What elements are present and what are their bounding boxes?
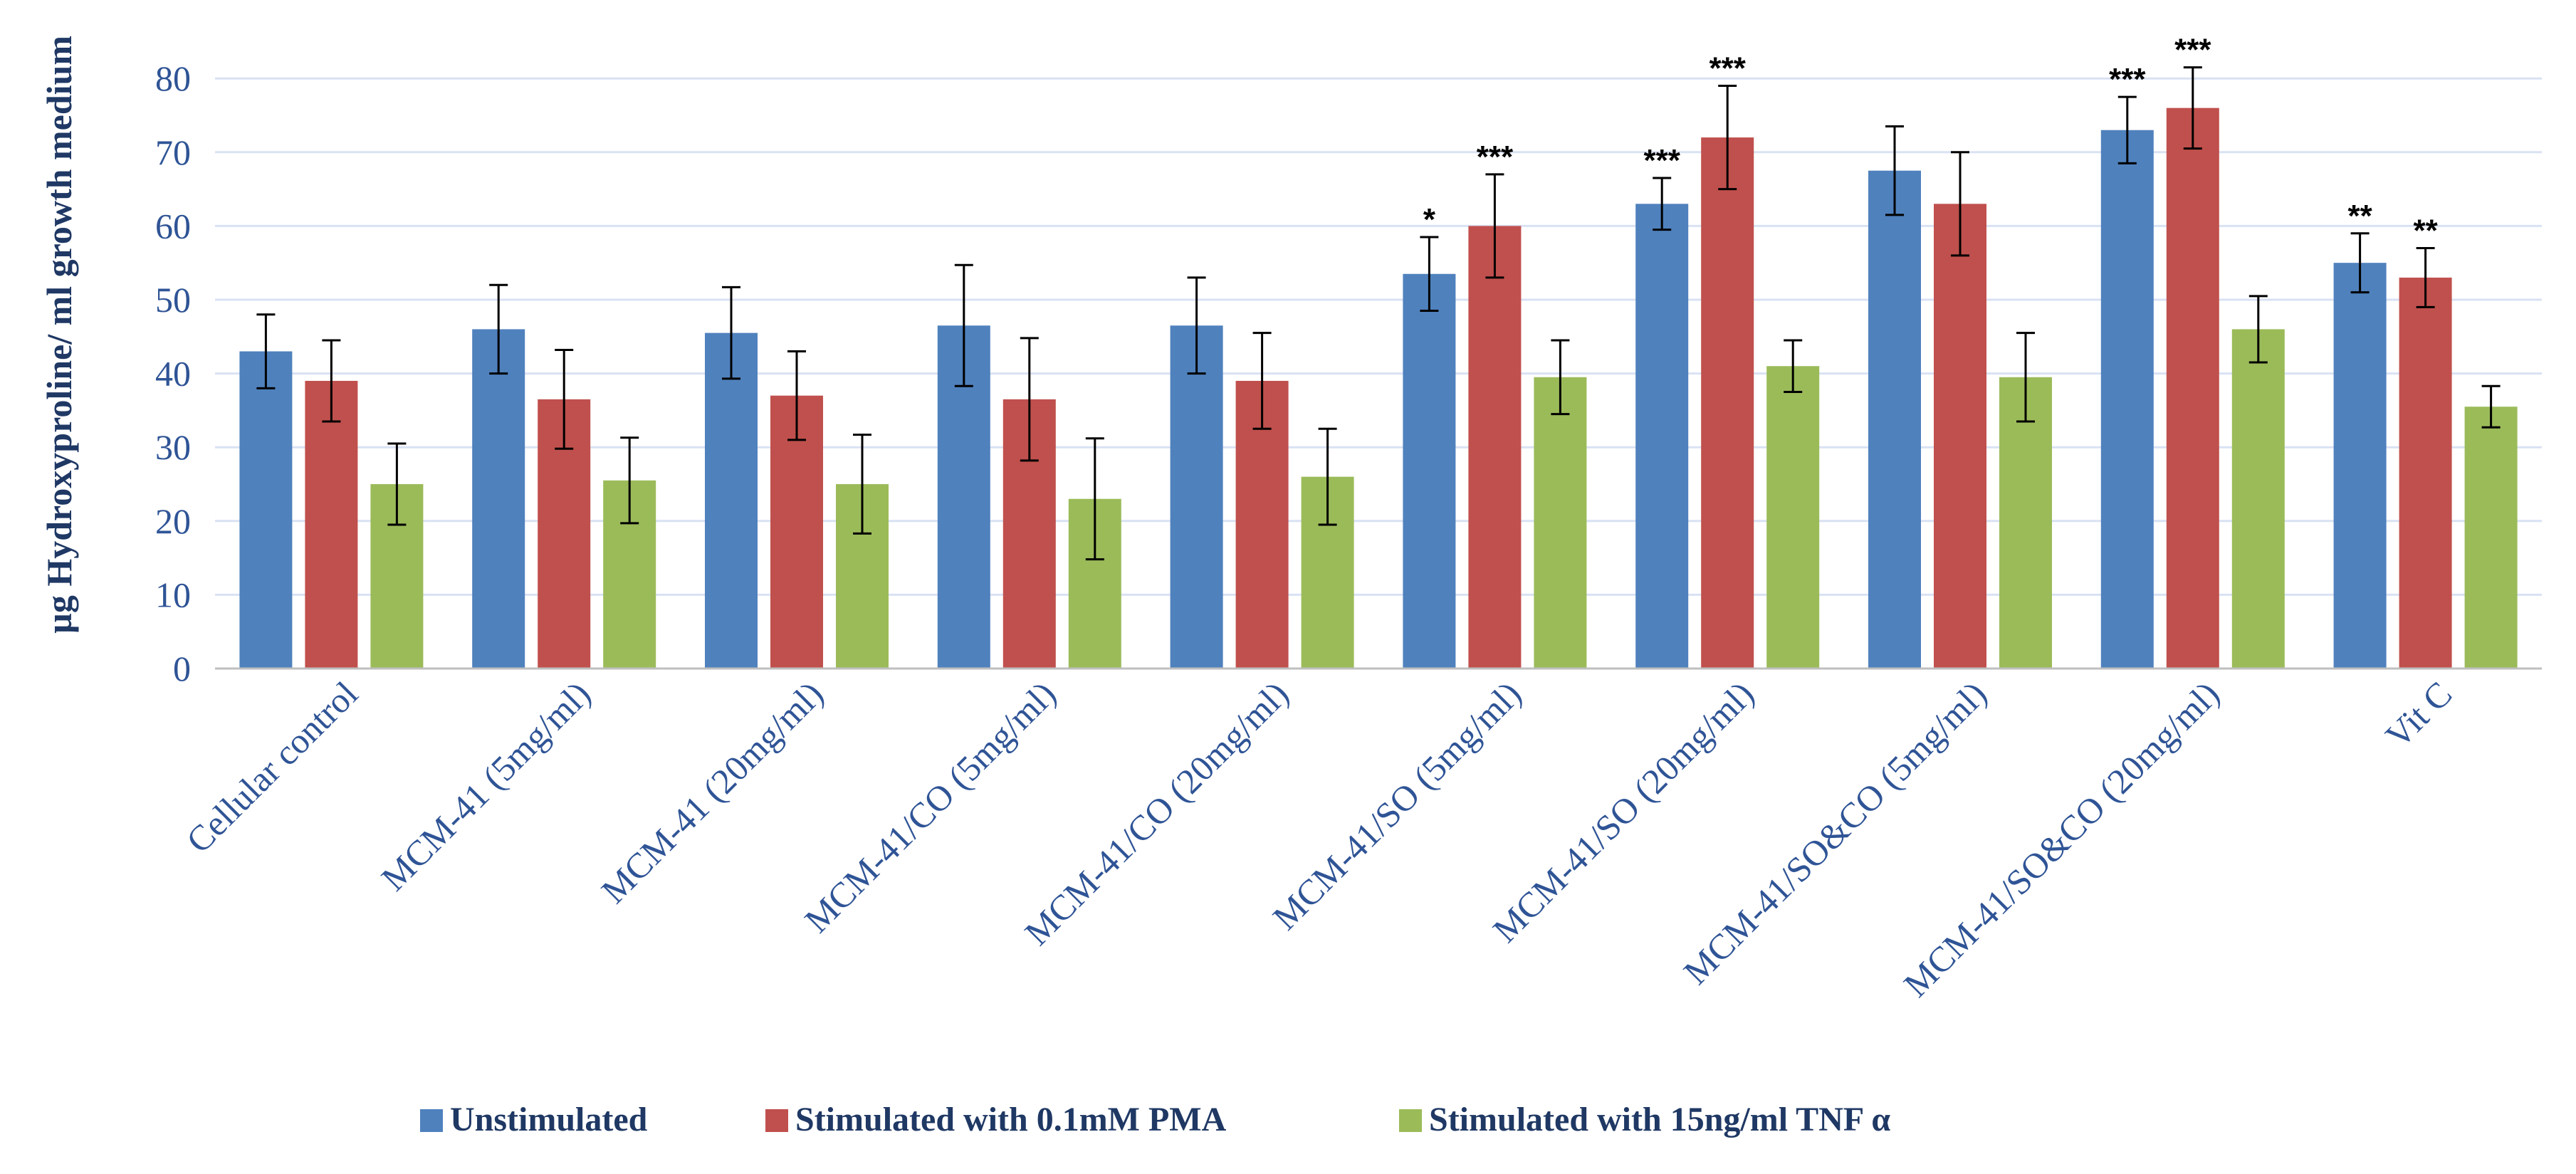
x-tick-label: MCM-41 (20mg/ml) bbox=[594, 674, 831, 911]
bar bbox=[1534, 377, 1587, 669]
x-tick-label: MCM-41 (5mg/ml) bbox=[373, 674, 598, 898]
y-tick-label: 80 bbox=[155, 58, 191, 98]
x-tick-label: MCM-41/SO (5mg/ml) bbox=[1265, 674, 1529, 938]
legend-swatch bbox=[420, 1109, 443, 1132]
y-tick-label: 20 bbox=[155, 501, 191, 541]
significance-label: * bbox=[1423, 202, 1436, 237]
bar bbox=[1635, 204, 1689, 669]
legend: Unstimulated Stimulated with 0.1mM PMA Sti… bbox=[420, 1101, 1890, 1138]
x-tick-label: MCM-41/SO (20mg/ml) bbox=[1485, 674, 1761, 950]
legend-swatch bbox=[1399, 1109, 1422, 1132]
bar bbox=[1403, 273, 1456, 669]
bar bbox=[2464, 407, 2518, 669]
significance-label: ** bbox=[2413, 213, 2438, 248]
significance-label: *** bbox=[1644, 143, 1681, 178]
bar bbox=[239, 351, 293, 669]
significance-label: *** bbox=[2174, 33, 2211, 68]
legend-label: Stimulated with 0.1mM PMA bbox=[795, 1101, 1227, 1138]
significance-labels: **** ****** ******** ** bbox=[1423, 33, 2439, 248]
legend-item: Stimulated with 15ng/ml TNF α bbox=[1399, 1101, 1890, 1138]
bar bbox=[2100, 130, 2154, 669]
x-tick-label: Vit C bbox=[2377, 674, 2459, 755]
significance-label: *** bbox=[1710, 51, 1747, 86]
category-labels: Cellular control MCM-41 (5mg/ml)MCM-41 (2… bbox=[179, 674, 2460, 1005]
bar bbox=[1934, 204, 1986, 669]
significance-label: *** bbox=[2109, 62, 2146, 97]
y-tick-label: 40 bbox=[155, 354, 191, 394]
y-tick-label: 60 bbox=[155, 206, 191, 246]
legend-label: Unstimulated bbox=[450, 1101, 648, 1138]
bar bbox=[1468, 226, 1522, 669]
bars bbox=[239, 108, 2518, 669]
legend-label: Stimulated with 15ng/ml TNF α bbox=[1429, 1101, 1890, 1138]
y-axis-title: µg Hydroxyproline/ ml growth medium bbox=[39, 36, 79, 634]
bar bbox=[1766, 366, 1820, 669]
bar bbox=[1868, 170, 1921, 669]
y-tick-label: 50 bbox=[155, 280, 191, 320]
significance-label: ** bbox=[2347, 199, 2372, 234]
error-bars bbox=[256, 66, 2501, 561]
bar bbox=[1999, 377, 2052, 669]
legend-item: Unstimulated bbox=[420, 1101, 648, 1138]
bar bbox=[705, 332, 758, 669]
legend-item: Stimulated with 0.1mM PMA bbox=[765, 1101, 1227, 1138]
bar bbox=[2333, 263, 2387, 669]
bar bbox=[305, 380, 358, 669]
x-tick-label: Cellular control bbox=[179, 674, 365, 860]
legend-swatch bbox=[765, 1109, 788, 1132]
y-tick-label: 0 bbox=[173, 649, 191, 688]
bar bbox=[770, 395, 823, 669]
bar bbox=[2231, 329, 2285, 669]
bar bbox=[1701, 137, 1754, 669]
bar bbox=[2166, 108, 2219, 669]
x-tick-label: MCM-41/CO (5mg/ml) bbox=[797, 674, 1064, 940]
bar bbox=[1170, 325, 1223, 669]
y-tick-label: 70 bbox=[155, 132, 191, 172]
bar bbox=[2399, 277, 2452, 669]
significance-label: *** bbox=[1477, 140, 1514, 174]
y-tick-label: 30 bbox=[155, 427, 191, 467]
y-axis-ticks: 0 10 20 30 40 50 60 70 80 bbox=[155, 58, 191, 688]
gridlines bbox=[215, 77, 2542, 596]
bar bbox=[472, 329, 525, 669]
x-tick-label: MCM-41/CO (20mg/ml) bbox=[1017, 674, 1296, 953]
y-tick-label: 10 bbox=[155, 575, 191, 614]
